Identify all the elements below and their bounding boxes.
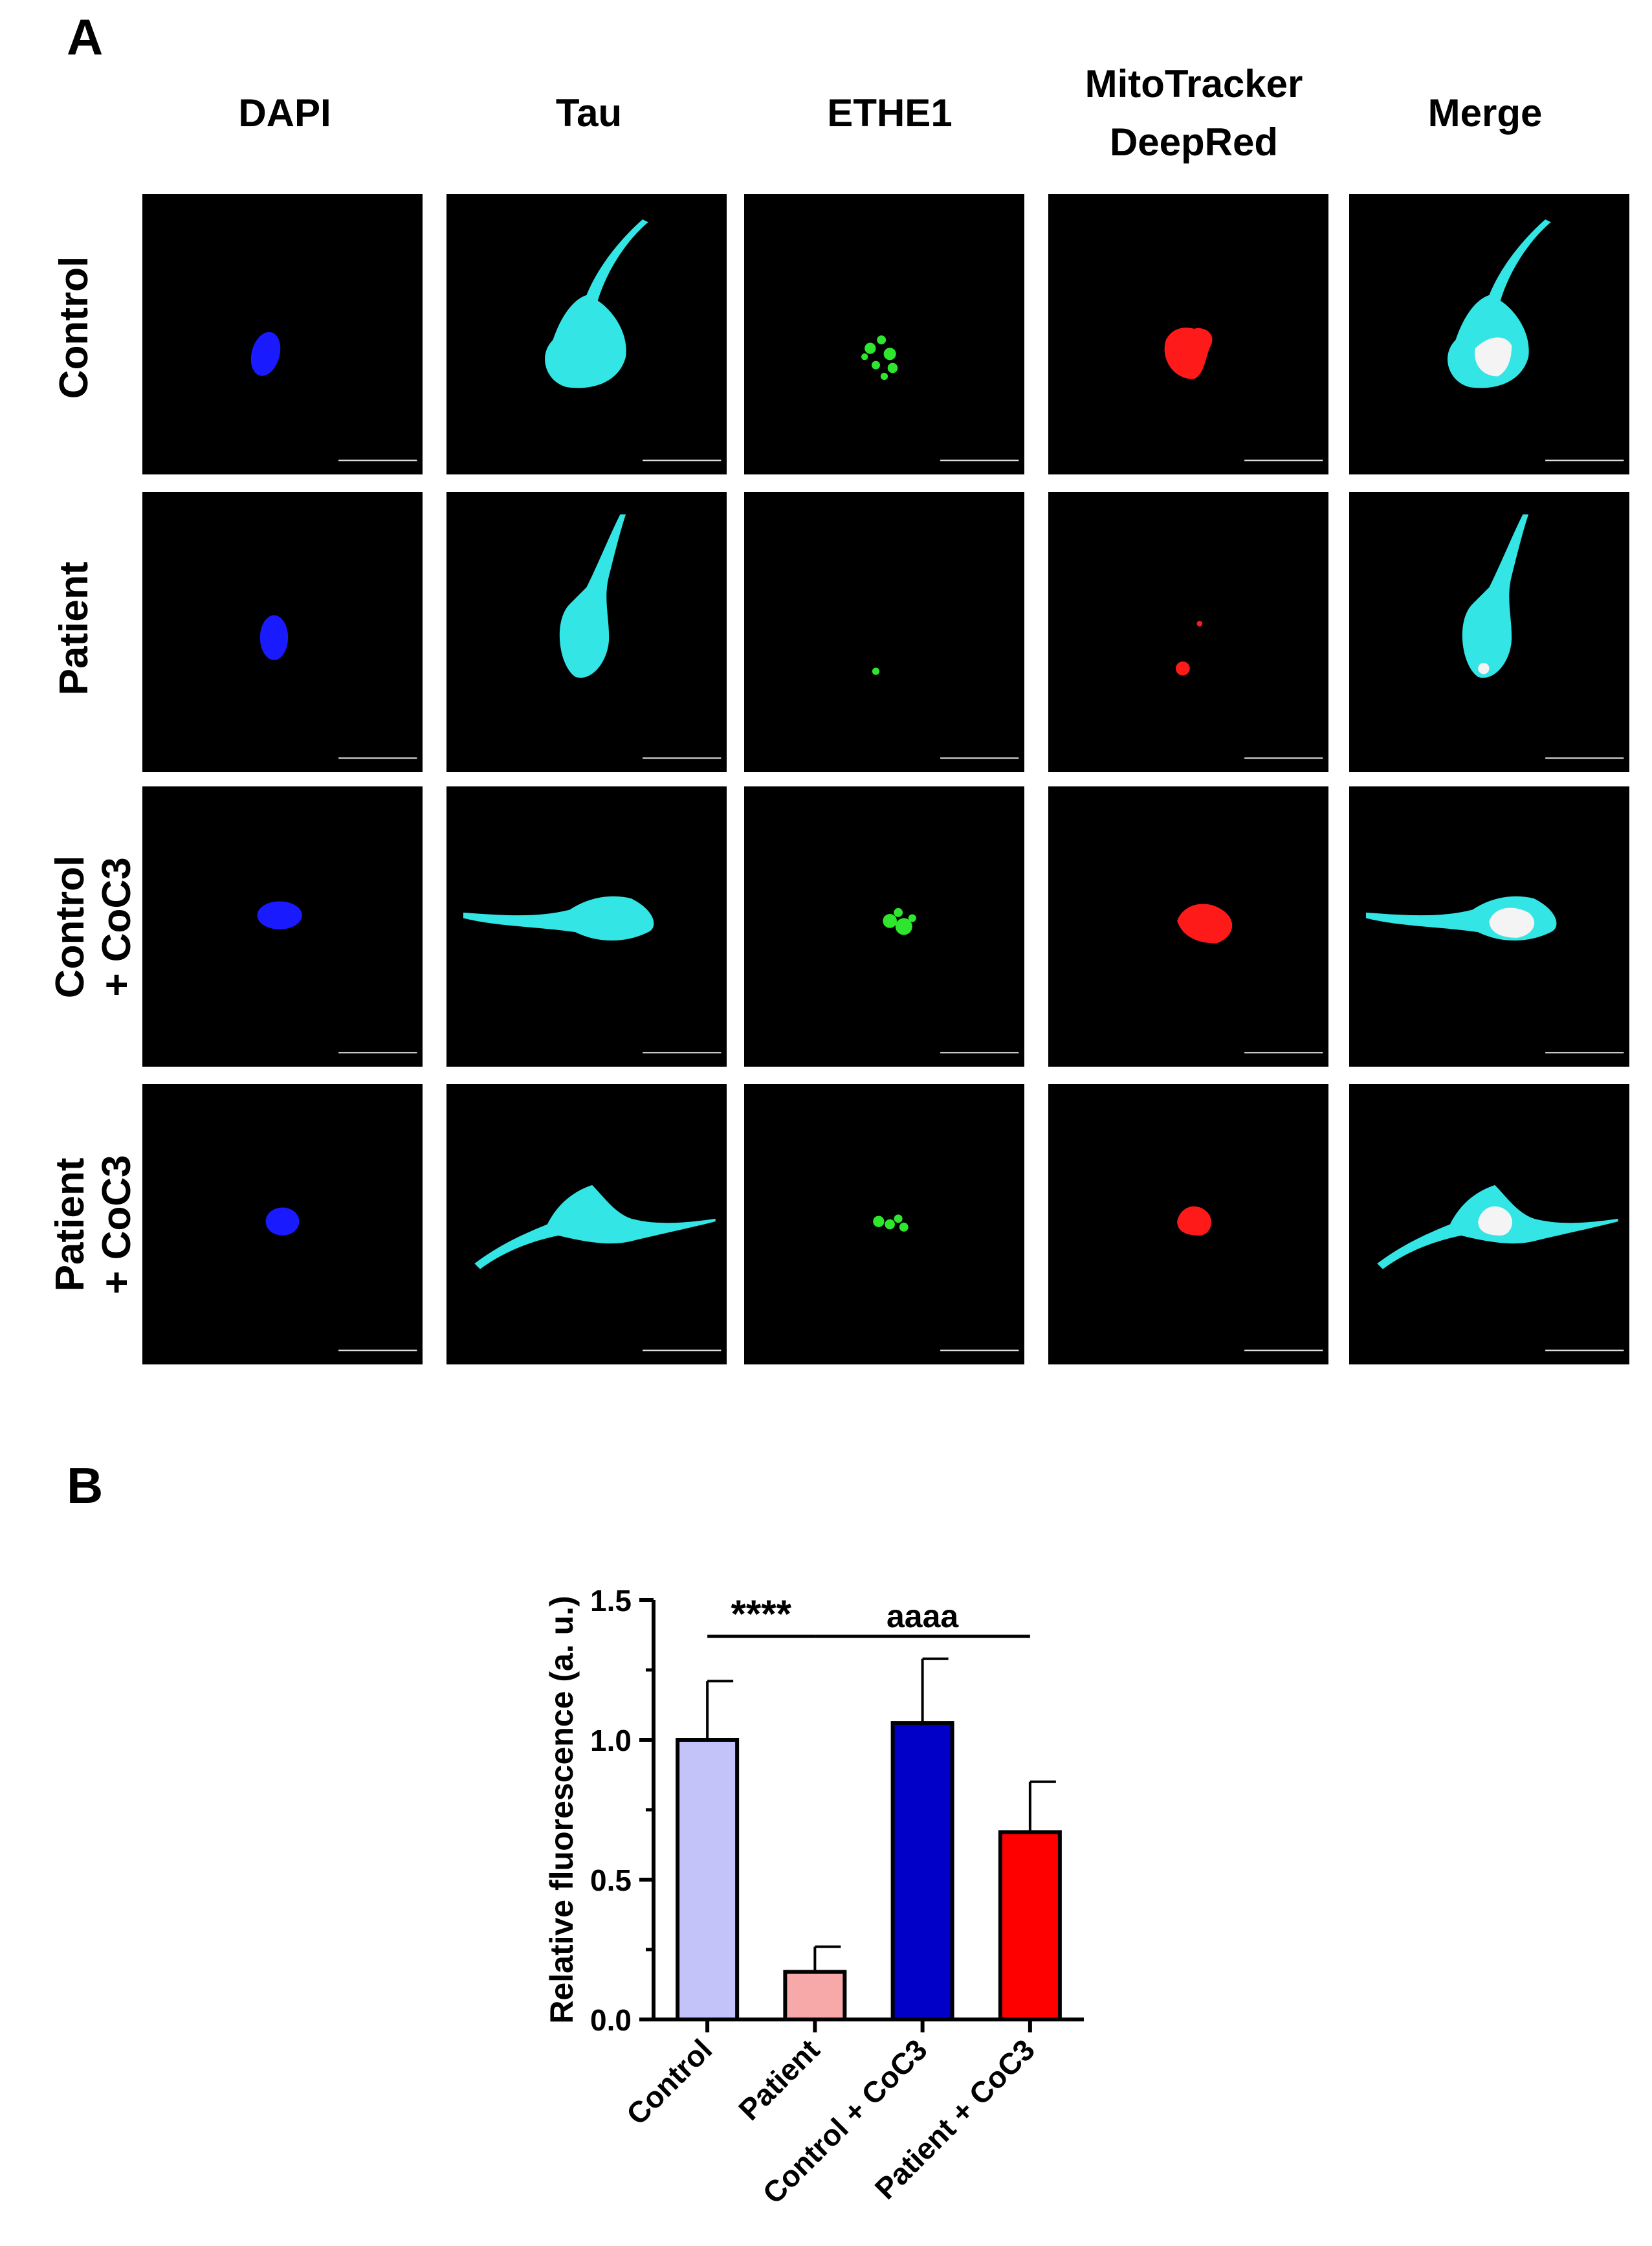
y-tick-label: 0.5 [590,1863,632,1897]
y-axis-label: Relative fluorescence (a. u.) [544,1596,580,2023]
x-tick-label: Control [620,2032,718,2131]
tile-patient-tau [446,492,727,772]
panel-b-letter: B [67,1457,104,1514]
bar [890,1721,954,2022]
tile-patient-coc3-ethe1 [744,1084,1024,1364]
tile-control-mito [1048,194,1328,474]
col-header-tau: Tau [555,91,622,135]
bar [676,1738,740,2021]
col-header-merge: Merge [1427,91,1543,135]
col-header-dapi: DAPI [238,91,331,135]
bar [998,1830,1062,2022]
tile-patient-coc3-tau [446,1084,727,1364]
tile-patient-ethe1 [744,492,1024,772]
panel-a-letter: A [67,8,104,65]
significance-label: **** [731,1592,792,1636]
tile-control-coc3-mito [1048,786,1328,1067]
tile-control-coc3-tau [446,786,727,1067]
bar [783,1970,847,2022]
tile-control-coc3-ethe1 [744,786,1024,1067]
col-header-mitotracker: MitoTracker DeepRed [1085,62,1303,164]
tile-patient-mito [1048,492,1328,772]
tile-patient-coc3-mito [1048,1084,1328,1364]
col-header-ethe1: ETHE1 [827,91,953,135]
y-tick-label: 1.0 [590,1724,632,1757]
significance-label: aaaa [887,1598,959,1634]
x-tick-label: Patient [732,2032,826,2126]
tile-control-ethe1 [744,194,1024,474]
tile-control-dapi [142,194,423,474]
tile-control-tau [446,194,727,474]
tile-patient-coc3-merge [1349,1084,1629,1364]
tile-control-coc3-dapi [142,786,423,1067]
tile-control-coc3-merge [1349,786,1629,1067]
tile-patient-dapi [142,492,423,772]
y-tick-label: 0.0 [590,2003,632,2037]
tile-patient-merge [1349,492,1629,772]
tile-control-merge [1349,194,1629,474]
tile-patient-coc3-dapi [142,1084,423,1364]
y-tick-label: 1.5 [590,1584,632,1618]
